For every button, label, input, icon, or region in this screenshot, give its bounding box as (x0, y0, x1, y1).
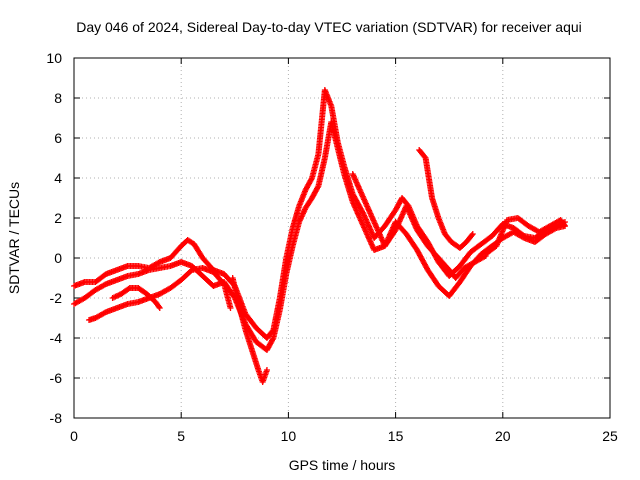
y-tick-label: 10 (46, 50, 62, 66)
x-tick-label: 20 (495, 428, 511, 444)
chart-title: Day 046 of 2024, Sidereal Day-to-day VTE… (76, 19, 582, 35)
series-arc-3 (86, 265, 234, 323)
data-point-marker (101, 309, 108, 316)
y-tick-label: 6 (54, 130, 62, 146)
series-arc-5 (229, 275, 270, 385)
x-tick-label: 10 (281, 428, 297, 444)
data-point-marker (421, 153, 428, 160)
x-tick-label: 15 (388, 428, 404, 444)
plot-frame (73, 57, 611, 419)
y-tick-label: 4 (54, 170, 62, 186)
data-point-marker (561, 223, 568, 229)
data-point-marker (468, 232, 475, 239)
data-point-marker (155, 303, 162, 310)
y-axis-label: SDTVAR / TECUs (6, 182, 22, 294)
series-arc-4 (109, 285, 163, 311)
data-point-marker (314, 184, 321, 191)
series-arc-8 (482, 215, 568, 257)
y-tick-label: -6 (50, 370, 63, 386)
data-point-marker (269, 336, 276, 343)
y-tick-label: 0 (54, 250, 62, 266)
data-point-marker (481, 253, 488, 260)
data-point-marker (101, 281, 108, 288)
y-tick-label: 8 (54, 90, 62, 106)
y-tick-label: -2 (50, 290, 63, 306)
data-point-marker (263, 367, 270, 373)
x-tick-labels: 0 5 10 15 20 25 (70, 428, 618, 444)
y-tick-label: 2 (54, 210, 62, 226)
series-arc-6 (416, 147, 476, 251)
series-arc-1 (71, 87, 568, 341)
data-point-marker (155, 259, 162, 266)
series-arc-7 (349, 171, 489, 281)
grid (74, 58, 610, 418)
data-point-marker (308, 176, 315, 183)
y-tick-label: -4 (50, 330, 63, 346)
data-point-marker (156, 305, 163, 311)
data-point-marker (519, 234, 526, 241)
x-tick-label: 5 (177, 428, 185, 444)
y-tick-label: -8 (50, 410, 63, 426)
axis-ticks (73, 57, 611, 419)
data-point-marker (125, 285, 132, 292)
data-point-marker (469, 231, 476, 237)
data-series (71, 87, 568, 385)
data-point-marker (561, 221, 568, 228)
y-tick-labels: -8 -6 -4 -2 0 2 4 6 8 10 (46, 50, 62, 426)
data-point-marker (227, 305, 234, 311)
data-point-marker (552, 225, 559, 232)
x-tick-label: 0 (70, 428, 78, 444)
x-axis-label: GPS time / hours (289, 457, 396, 473)
x-tick-label: 25 (602, 428, 618, 444)
